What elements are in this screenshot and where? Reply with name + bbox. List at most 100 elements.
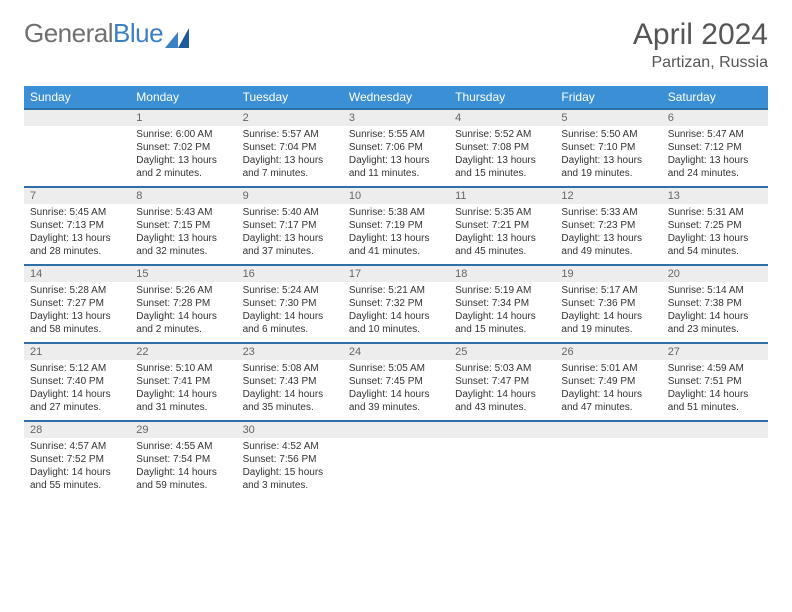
day-body: Sunrise: 5:45 AMSunset: 7:13 PMDaylight:… [24,204,130,262]
day-number: 1 [130,108,236,126]
logo-text-1: General [24,18,113,49]
day-number: 30 [237,420,343,438]
day-body: Sunrise: 5:43 AMSunset: 7:15 PMDaylight:… [130,204,236,262]
calendar-table: Sunday Monday Tuesday Wednesday Thursday… [24,86,768,498]
day-number: 25 [449,342,555,360]
day-body: Sunrise: 5:14 AMSunset: 7:38 PMDaylight:… [662,282,768,340]
day-body: Sunrise: 5:19 AMSunset: 7:34 PMDaylight:… [449,282,555,340]
calendar-cell: 13Sunrise: 5:31 AMSunset: 7:25 PMDayligh… [662,186,768,264]
day-number: 19 [555,264,661,282]
day-body: Sunrise: 4:52 AMSunset: 7:56 PMDaylight:… [237,438,343,496]
calendar-cell: 5Sunrise: 5:50 AMSunset: 7:10 PMDaylight… [555,108,661,186]
day-body: Sunrise: 4:59 AMSunset: 7:51 PMDaylight:… [662,360,768,418]
day-number: 28 [24,420,130,438]
calendar-cell: 1Sunrise: 6:00 AMSunset: 7:02 PMDaylight… [130,108,236,186]
header: GeneralBlue April 2024 Partizan, Russia [24,18,768,72]
calendar-cell: 17Sunrise: 5:21 AMSunset: 7:32 PMDayligh… [343,264,449,342]
day-number [555,420,661,438]
calendar-cell: 25Sunrise: 5:03 AMSunset: 7:47 PMDayligh… [449,342,555,420]
day-number [343,420,449,438]
day-body [662,438,768,444]
calendar-cell [555,420,661,498]
day-body: Sunrise: 5:28 AMSunset: 7:27 PMDaylight:… [24,282,130,340]
day-number: 27 [662,342,768,360]
day-body: Sunrise: 4:57 AMSunset: 7:52 PMDaylight:… [24,438,130,496]
day-number: 4 [449,108,555,126]
day-body: Sunrise: 5:26 AMSunset: 7:28 PMDaylight:… [130,282,236,340]
day-number [662,420,768,438]
day-body: Sunrise: 5:38 AMSunset: 7:19 PMDaylight:… [343,204,449,262]
calendar-cell: 14Sunrise: 5:28 AMSunset: 7:27 PMDayligh… [24,264,130,342]
day-number: 6 [662,108,768,126]
calendar-cell: 18Sunrise: 5:19 AMSunset: 7:34 PMDayligh… [449,264,555,342]
calendar-week-row: 28Sunrise: 4:57 AMSunset: 7:52 PMDayligh… [24,420,768,498]
day-number: 21 [24,342,130,360]
calendar-cell [662,420,768,498]
weekday-header: Tuesday [237,86,343,108]
day-number: 13 [662,186,768,204]
day-body: Sunrise: 5:57 AMSunset: 7:04 PMDaylight:… [237,126,343,184]
day-body: Sunrise: 5:35 AMSunset: 7:21 PMDaylight:… [449,204,555,262]
location-subtitle: Partizan, Russia [633,54,768,72]
calendar-cell: 4Sunrise: 5:52 AMSunset: 7:08 PMDaylight… [449,108,555,186]
calendar-cell: 27Sunrise: 4:59 AMSunset: 7:51 PMDayligh… [662,342,768,420]
page-title: April 2024 [633,18,768,52]
day-number: 12 [555,186,661,204]
calendar-cell: 12Sunrise: 5:33 AMSunset: 7:23 PMDayligh… [555,186,661,264]
day-number: 3 [343,108,449,126]
calendar-cell: 3Sunrise: 5:55 AMSunset: 7:06 PMDaylight… [343,108,449,186]
calendar-cell [449,420,555,498]
day-number: 26 [555,342,661,360]
day-body [449,438,555,444]
day-number [449,420,555,438]
weekday-header: Saturday [662,86,768,108]
calendar-cell: 6Sunrise: 5:47 AMSunset: 7:12 PMDaylight… [662,108,768,186]
day-number: 23 [237,342,343,360]
weekday-header: Sunday [24,86,130,108]
day-number: 7 [24,186,130,204]
calendar-cell [343,420,449,498]
day-number: 11 [449,186,555,204]
calendar-week-row: 7Sunrise: 5:45 AMSunset: 7:13 PMDaylight… [24,186,768,264]
calendar-cell: 2Sunrise: 5:57 AMSunset: 7:04 PMDaylight… [237,108,343,186]
day-number [24,108,130,126]
day-number: 15 [130,264,236,282]
day-body: Sunrise: 4:55 AMSunset: 7:54 PMDaylight:… [130,438,236,496]
calendar-cell [24,108,130,186]
weekday-header: Monday [130,86,236,108]
calendar-week-row: 1Sunrise: 6:00 AMSunset: 7:02 PMDaylight… [24,108,768,186]
day-body: Sunrise: 5:17 AMSunset: 7:36 PMDaylight:… [555,282,661,340]
day-body: Sunrise: 5:55 AMSunset: 7:06 PMDaylight:… [343,126,449,184]
day-body [24,126,130,132]
day-body: Sunrise: 5:03 AMSunset: 7:47 PMDaylight:… [449,360,555,418]
calendar-cell: 15Sunrise: 5:26 AMSunset: 7:28 PMDayligh… [130,264,236,342]
day-body: Sunrise: 5:31 AMSunset: 7:25 PMDaylight:… [662,204,768,262]
day-number: 8 [130,186,236,204]
calendar-cell: 8Sunrise: 5:43 AMSunset: 7:15 PMDaylight… [130,186,236,264]
day-body: Sunrise: 5:50 AMSunset: 7:10 PMDaylight:… [555,126,661,184]
calendar-body: 1Sunrise: 6:00 AMSunset: 7:02 PMDaylight… [24,108,768,498]
title-block: April 2024 Partizan, Russia [633,18,768,72]
calendar-cell: 24Sunrise: 5:05 AMSunset: 7:45 PMDayligh… [343,342,449,420]
day-body: Sunrise: 5:52 AMSunset: 7:08 PMDaylight:… [449,126,555,184]
day-body: Sunrise: 5:08 AMSunset: 7:43 PMDaylight:… [237,360,343,418]
day-body: Sunrise: 5:40 AMSunset: 7:17 PMDaylight:… [237,204,343,262]
day-number: 5 [555,108,661,126]
day-body: Sunrise: 5:05 AMSunset: 7:45 PMDaylight:… [343,360,449,418]
calendar-cell: 10Sunrise: 5:38 AMSunset: 7:19 PMDayligh… [343,186,449,264]
day-body: Sunrise: 5:21 AMSunset: 7:32 PMDaylight:… [343,282,449,340]
calendar-cell: 20Sunrise: 5:14 AMSunset: 7:38 PMDayligh… [662,264,768,342]
day-body: Sunrise: 5:47 AMSunset: 7:12 PMDaylight:… [662,126,768,184]
day-body: Sunrise: 5:24 AMSunset: 7:30 PMDaylight:… [237,282,343,340]
calendar-cell: 16Sunrise: 5:24 AMSunset: 7:30 PMDayligh… [237,264,343,342]
day-number: 16 [237,264,343,282]
calendar-cell: 23Sunrise: 5:08 AMSunset: 7:43 PMDayligh… [237,342,343,420]
day-number: 2 [237,108,343,126]
day-number: 14 [24,264,130,282]
day-body [555,438,661,444]
day-body: Sunrise: 5:01 AMSunset: 7:49 PMDaylight:… [555,360,661,418]
weekday-header: Wednesday [343,86,449,108]
calendar-cell: 28Sunrise: 4:57 AMSunset: 7:52 PMDayligh… [24,420,130,498]
day-body: Sunrise: 5:12 AMSunset: 7:40 PMDaylight:… [24,360,130,418]
day-number: 22 [130,342,236,360]
